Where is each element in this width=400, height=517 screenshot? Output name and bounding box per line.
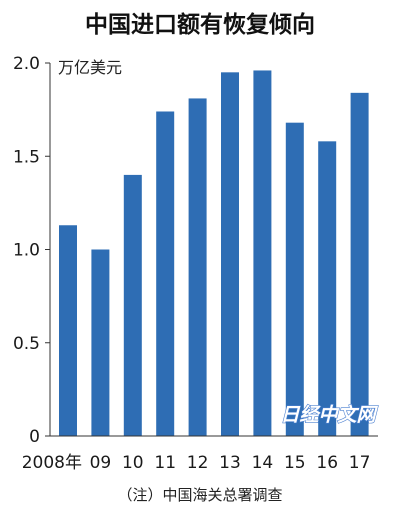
x-tick-label: 14 (252, 453, 274, 473)
bar (221, 72, 239, 436)
bar (91, 249, 110, 436)
y-tick-label: 2.0 (13, 54, 40, 74)
bar (285, 122, 304, 437)
unit-label: 万亿美元 (58, 58, 122, 77)
y-tick-label: 1.0 (13, 241, 40, 261)
x-tick-label: 17 (349, 453, 371, 473)
bar (188, 98, 207, 436)
y-axis: 0 0.5 1.0 1.5 2.0 (13, 54, 50, 447)
x-tick-label: 09 (90, 453, 112, 473)
x-axis: 2008年 09 10 11 12 13 14 15 16 17 (22, 453, 371, 473)
x-tick-label: 15 (284, 453, 306, 473)
x-tick-label: 16 (316, 453, 338, 473)
bar (156, 111, 175, 437)
bar (350, 92, 369, 436)
x-tick-label: 10 (122, 453, 144, 473)
source-note: （注）中国海关总署调查 (117, 486, 282, 504)
x-tick-label: 12 (187, 453, 209, 473)
y-tick-label: 0 (29, 427, 40, 447)
x-tick-label: 13 (219, 453, 241, 473)
y-tick-label: 1.5 (13, 147, 40, 167)
bars (59, 70, 369, 437)
bar (123, 174, 142, 436)
bar (318, 141, 337, 436)
x-tick-label: 2008年 (22, 453, 82, 473)
bar (253, 70, 272, 437)
chart-title: 中国进口额有恢复倾向 (85, 11, 315, 38)
watermark-text: 日经中文网 (280, 404, 378, 426)
x-tick-label: 11 (154, 453, 176, 473)
bar (59, 225, 77, 436)
y-tick-label: 0.5 (13, 334, 40, 354)
